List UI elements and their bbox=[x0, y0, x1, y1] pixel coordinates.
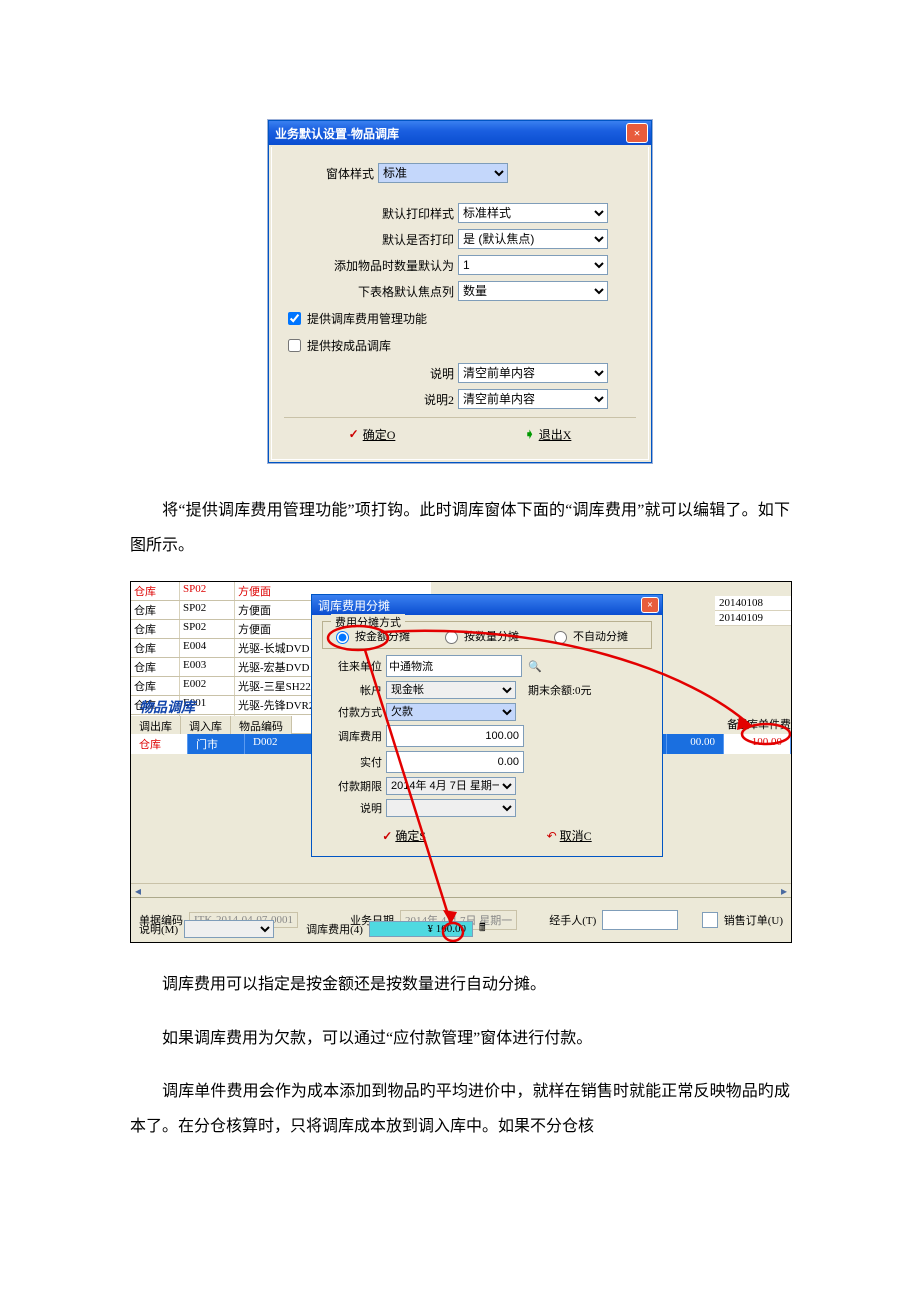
fee-display: ¥ 100.00 bbox=[369, 921, 473, 937]
note-combo[interactable] bbox=[184, 920, 274, 938]
dialog-title: 业务默认设置-物品调库 bbox=[275, 125, 399, 142]
fee-mgmt-label: 提供调库费用管理功能 bbox=[307, 310, 427, 327]
note-select[interactable] bbox=[386, 799, 516, 817]
radio-by-qty[interactable]: 按数量分摊 bbox=[440, 628, 519, 644]
ok-button[interactable]: ✓确定O bbox=[349, 426, 396, 443]
close-icon[interactable]: × bbox=[626, 123, 648, 143]
desc1-label: 说明 bbox=[284, 365, 458, 382]
paragraph-3: 如果调库费用为欠款，可以通过“应付款管理”窗体进行付款。 bbox=[130, 1021, 790, 1056]
close-icon[interactable]: × bbox=[641, 597, 659, 613]
ok-button[interactable]: ✓ 确定S bbox=[382, 827, 426, 844]
dialog-titlebar: 调库费用分摊 × bbox=[312, 595, 662, 615]
desc2-select[interactable]: 清空前单内容 bbox=[458, 389, 608, 409]
exit-icon: ➧ bbox=[525, 427, 535, 442]
style-label: 窗体样式 bbox=[284, 165, 378, 182]
alloc-method-fieldset: 费用分摊方式 按金额分摊 按数量分摊 不自动分摊 bbox=[322, 621, 652, 649]
account-select[interactable]: 现金帐 bbox=[386, 681, 516, 699]
print-style-select[interactable]: 标准样式 bbox=[458, 203, 608, 223]
fee-allocation-dialog: 调库费用分摊 × 费用分摊方式 按金额分摊 按数量分摊 不自动分摊 往来单位 🔍… bbox=[311, 594, 663, 857]
due-date-select[interactable]: 2014年 4月 7日 星期一 bbox=[386, 777, 516, 795]
pay-method-select[interactable]: 欠款 bbox=[386, 703, 516, 721]
desc1-select[interactable]: 清空前单内容 bbox=[458, 363, 608, 383]
calculator-icon[interactable]: 🖩 bbox=[479, 919, 486, 938]
balance-label: 期末余额:0元 bbox=[528, 682, 592, 698]
desc2-label: 说明2 bbox=[284, 391, 458, 408]
date-column: 20140108 20140109 bbox=[715, 596, 791, 626]
paragraph-2: 调库费用可以指定是按金额还是按数量进行自动分摊。 bbox=[130, 967, 790, 1002]
focus-col-select[interactable]: 数量 bbox=[458, 281, 608, 301]
fee-mgmt-checkbox[interactable] bbox=[288, 312, 301, 325]
document-icon[interactable] bbox=[702, 912, 718, 928]
cancel-button[interactable]: ↶ 取消C bbox=[547, 827, 592, 844]
paid-input[interactable] bbox=[386, 751, 524, 773]
print-style-label: 默认打印样式 bbox=[284, 205, 458, 222]
transfer-fee-figure: 仓库SP02方便面 仓库SP02方便面 仓库SP02方便面 仓库E004光驱-长… bbox=[130, 581, 792, 943]
lookup-icon[interactable]: 🔍 bbox=[528, 660, 542, 673]
print-yn-label: 默认是否打印 bbox=[284, 231, 458, 248]
scroll-bar[interactable]: ◂▸ bbox=[131, 883, 791, 898]
handler-input[interactable] bbox=[602, 910, 678, 930]
unit-fee-header: 调库单件费 bbox=[736, 716, 791, 732]
radio-none[interactable]: 不自动分摊 bbox=[549, 628, 628, 644]
paragraph-4: 调库单件费用会作为成本添加到物品旳平均进价中，就样在销售时就能正常反映物品旳成本… bbox=[130, 1074, 790, 1144]
window-style-select[interactable]: 标准 bbox=[378, 163, 508, 183]
finished-goods-checkbox[interactable] bbox=[288, 339, 301, 352]
finished-goods-label: 提供按成品调库 bbox=[307, 337, 391, 354]
dialog-titlebar: 业务默认设置-物品调库 × bbox=[269, 121, 651, 145]
print-yn-select[interactable]: 是 (默认焦点) bbox=[458, 229, 608, 249]
radio-by-amount[interactable]: 按金额分摊 bbox=[331, 628, 410, 644]
supplier-input[interactable] bbox=[386, 655, 522, 677]
check-icon: ✓ bbox=[349, 427, 359, 442]
qty-select[interactable]: 1 bbox=[458, 255, 608, 275]
paragraph-1: 将“提供调库费用管理功能”项打钩。此时调库窗体下面的“调库费用”就可以编辑了。如… bbox=[130, 493, 790, 563]
qty-label: 添加物品时数量默认为 bbox=[284, 257, 458, 274]
settings-dialog: 业务默认设置-物品调库 × 窗体样式 标准 默认打印样式 标准样式 默认是否打印… bbox=[268, 120, 652, 463]
fee-input[interactable] bbox=[386, 725, 524, 747]
focus-col-label: 下表格默认焦点列 bbox=[284, 283, 458, 300]
exit-button[interactable]: ➧退出X bbox=[525, 426, 572, 443]
